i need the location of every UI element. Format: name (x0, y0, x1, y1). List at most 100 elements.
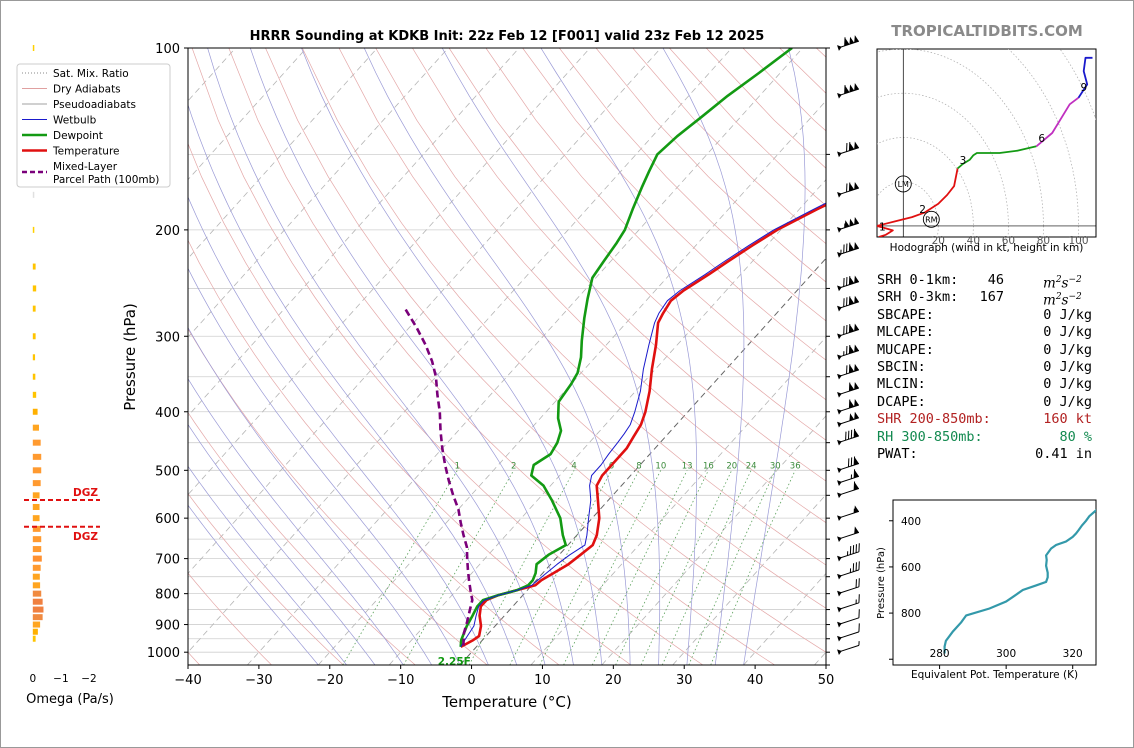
y-axis-label: Pressure (hPa) (121, 303, 139, 411)
omega-bar (32, 536, 42, 543)
wind-barb (837, 481, 860, 499)
omega-bar (32, 453, 42, 460)
mixing-ratio-label: 2 (511, 461, 516, 471)
y-tick-label: 500 (155, 464, 180, 479)
wind-barb (837, 381, 860, 398)
stat-value: 0 J/kg (1043, 341, 1092, 358)
legend-box (16, 63, 171, 188)
hodograph-segment (957, 145, 1037, 170)
stat-unit: m2s−2 (1043, 275, 1082, 292)
y-tick-label: 600 (155, 512, 180, 527)
stat-row: MLCAPE: 0 J/kg (877, 324, 1092, 341)
mixing-ratio-label: 16 (703, 461, 714, 471)
theta-e-frame (892, 499, 1097, 666)
stat-label: SRH 0-1km: (877, 272, 959, 288)
dry-adiabat (228, 48, 775, 665)
pseudoadiabat (363, 48, 631, 665)
omega-bar (32, 226, 35, 233)
omega-bar (32, 515, 40, 522)
y-tick-label: 300 (155, 330, 180, 345)
mixing-ratio-label: 36 (790, 461, 801, 471)
stat-row: m2s−2 SRH 0-1km: 46 (877, 272, 1092, 292)
wind-barb (837, 594, 860, 613)
omega-bar (32, 492, 40, 499)
pseudoadiabat (743, 48, 806, 665)
isotherm (459, 257, 826, 665)
stat-value: 160 kt (1043, 411, 1092, 428)
wind-barb (837, 82, 860, 99)
hodograph-tick-label: 60 (1002, 235, 1015, 247)
mixing-ratio-label: 30 (770, 461, 781, 471)
y-tick-label: 700 (155, 553, 180, 568)
stat-row: RH 300-850mb: 80 % (877, 429, 1092, 446)
stat-label: DCAPE: (877, 393, 926, 410)
y-tick-label: 200 (155, 224, 180, 239)
omega-bar (32, 354, 36, 361)
wind-barb (837, 641, 860, 656)
mixing-ratio-line (640, 470, 733, 665)
theta-e-y-label: Pressure (hPa) (876, 547, 887, 619)
omega-bar (32, 285, 37, 292)
omega-bar (32, 573, 40, 580)
stats-table: m2s−2 SRH 0-1km: 46 m2s−2 SRH 0-3km: 167 SBCAP… (877, 272, 1092, 463)
wind-barb (837, 543, 860, 562)
dry-adiabat (338, 48, 826, 566)
legend-label: Parcel Path (100mb) (53, 174, 159, 186)
stat-label: RH 300-850mb: (877, 428, 983, 445)
legend-label: Pseudoadiabats (53, 99, 136, 111)
skew-t-axes-frame (187, 47, 827, 666)
omega-bar (32, 503, 40, 510)
pseudoadiabat (188, 465, 347, 665)
theta-e-x-tick-label: 300 (996, 648, 1016, 660)
omega-bar (32, 614, 43, 621)
stat-label: MLCAPE: (877, 324, 934, 341)
wind-barb (837, 181, 860, 198)
hodograph-marker-label: RM (925, 215, 938, 224)
dry-adiabat (522, 48, 826, 361)
hodograph-segment (1077, 56, 1093, 99)
stat-row: SBCAPE: 0 J/kg (877, 307, 1092, 324)
hodograph-tick-label: 80 (1037, 235, 1050, 247)
dry-adiabat (412, 48, 826, 482)
dgz-label: DGZ (73, 487, 98, 499)
wind-barb (837, 363, 860, 380)
pseudoadiabat (188, 103, 518, 665)
pseudoadiabat (188, 504, 319, 665)
chart-title: HRRR Sounding at KDKB Init: 22z Feb 12 [… (250, 29, 765, 44)
omega-bar (32, 391, 37, 398)
wind-barb (837, 561, 860, 580)
omega-axis-label: Omega (Pa/s) (26, 692, 114, 707)
pseudoadiabat (188, 326, 433, 665)
isotherm (247, 48, 803, 665)
wind-barb (837, 217, 860, 233)
isotherm (188, 48, 591, 496)
legend-label: Temperature (52, 146, 120, 158)
wind-barb (837, 275, 860, 292)
wind-barb (837, 609, 860, 628)
dry-adiabat (559, 48, 826, 322)
wind-barb (837, 295, 860, 312)
omega-bar (32, 555, 42, 562)
legend-label: Sat. Mix. Ratio (53, 68, 129, 80)
mixing-ratio-label: 20 (726, 461, 737, 471)
stat-unit: m2s−2 (1043, 292, 1082, 309)
hodograph-height-label: 6 (1038, 133, 1045, 145)
x-tick-label: 40 (747, 673, 764, 688)
wind-barbs (837, 35, 860, 656)
mixing-ratio-line (563, 470, 662, 665)
stat-value: 0 J/kg (1043, 376, 1092, 393)
stat-label: SHR 200-850mb: (877, 411, 991, 428)
theta-e-x-tick-label: 320 (1063, 648, 1083, 660)
hodograph-tick-label: 20 (932, 235, 945, 247)
legend: Sat. Mix. Ratio Dry Adiabats Pseudoadiabat… (16, 63, 171, 188)
stat-value: 0 J/kg (1043, 393, 1092, 410)
wind-barb (837, 398, 860, 415)
omega-bar (32, 263, 36, 270)
stat-value: 46 (987, 272, 1004, 288)
dry-adiabat (485, 48, 826, 401)
legend-label: Wetbulb (53, 115, 97, 127)
stat-row: m2s−2 SRH 0-3km: 167 (877, 289, 1092, 309)
omega-bar (32, 424, 39, 431)
